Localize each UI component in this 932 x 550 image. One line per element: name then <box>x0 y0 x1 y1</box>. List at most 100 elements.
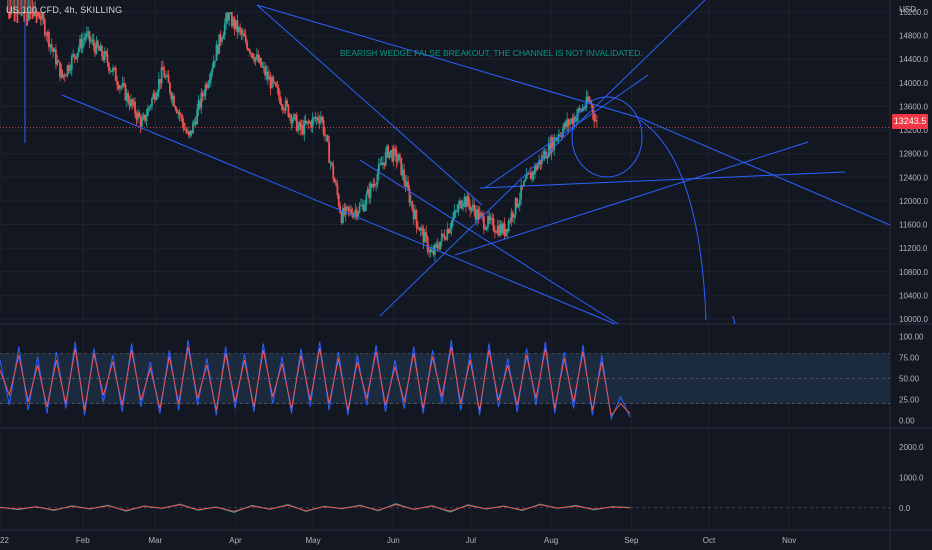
candle <box>454 209 457 218</box>
candle <box>99 42 102 52</box>
candle-body <box>442 233 445 236</box>
candle-body <box>255 54 258 58</box>
candle-body <box>232 18 235 27</box>
candle-body <box>418 228 421 231</box>
y-tick-label: 10000.0 <box>899 315 928 324</box>
candle <box>540 151 543 169</box>
candle-body <box>311 118 314 128</box>
candle-body <box>43 20 46 36</box>
candle-body <box>422 228 425 243</box>
candle <box>326 134 329 143</box>
candle-body <box>586 96 589 102</box>
candle <box>28 0 31 20</box>
candle-body <box>114 67 117 81</box>
candle <box>275 81 277 88</box>
candle-body <box>376 174 379 185</box>
candle <box>498 219 500 238</box>
candle <box>142 112 145 121</box>
candle-body <box>532 171 535 175</box>
candle <box>211 62 214 77</box>
candle-body <box>185 129 188 133</box>
stoch-y-label: 0.00 <box>899 416 915 425</box>
candle <box>377 158 380 181</box>
candle <box>426 235 429 255</box>
candle-body <box>463 197 466 204</box>
candle <box>425 225 428 243</box>
candle <box>189 130 192 139</box>
candle <box>246 39 249 51</box>
candle-body <box>470 207 473 211</box>
candle-body <box>200 93 203 108</box>
candle-body <box>287 104 290 117</box>
trend-line <box>484 74 649 189</box>
candle <box>124 83 127 102</box>
candle-body <box>27 12 30 22</box>
candle-body <box>52 48 55 52</box>
candle-body <box>432 251 435 255</box>
candle-body <box>35 12 38 23</box>
candle-body <box>443 235 446 240</box>
candle-body <box>307 121 310 123</box>
candle-body <box>559 134 562 136</box>
candle <box>384 147 387 167</box>
candle-body <box>405 181 408 187</box>
candle <box>409 195 412 207</box>
candle <box>270 75 273 89</box>
candle-body <box>95 40 98 54</box>
candle-body <box>436 244 439 248</box>
candle-body <box>394 148 396 151</box>
candle <box>222 31 225 40</box>
candle <box>87 26 90 39</box>
candle-body <box>72 54 75 57</box>
candle <box>543 148 546 162</box>
candle <box>375 182 377 192</box>
candle-body <box>218 34 221 54</box>
candle <box>457 200 460 216</box>
candle-body <box>258 57 261 62</box>
candle <box>436 238 439 252</box>
trend-line <box>359 159 619 325</box>
candle <box>63 72 66 82</box>
candle-body <box>347 206 350 211</box>
candle <box>255 47 258 61</box>
candle <box>304 113 307 125</box>
candle <box>297 120 299 135</box>
candle-body <box>389 150 392 152</box>
candle <box>469 199 471 218</box>
candle <box>174 105 177 112</box>
candle-body <box>219 34 222 42</box>
candle <box>125 88 128 108</box>
candle <box>110 70 113 73</box>
candle <box>59 61 61 82</box>
candle-body <box>180 115 182 117</box>
candle <box>361 198 364 210</box>
candle-body <box>364 204 366 212</box>
candle-body <box>130 99 132 107</box>
candle-body <box>489 218 492 221</box>
candle-body <box>553 137 556 150</box>
candle <box>489 214 492 225</box>
candle <box>369 181 372 204</box>
y-tick-label: 11600.0 <box>899 221 928 230</box>
candle-body <box>518 199 521 205</box>
candle-body <box>421 227 424 229</box>
candle <box>155 91 158 101</box>
candle <box>330 161 333 168</box>
candle-body <box>313 117 315 119</box>
candle-body <box>268 76 270 80</box>
candle-body <box>48 31 50 48</box>
candle-body <box>428 250 430 253</box>
candle-body <box>516 198 518 207</box>
y-tick-label: 11200.0 <box>899 244 928 253</box>
candle <box>30 0 32 14</box>
candle-body <box>211 67 214 73</box>
candle <box>551 134 554 152</box>
candle <box>328 135 331 164</box>
candle-body <box>62 74 65 78</box>
candle-body <box>469 204 471 211</box>
candle-body <box>573 116 575 124</box>
candle <box>11 0 13 14</box>
candle-body <box>488 215 491 221</box>
candle-body <box>155 96 158 100</box>
